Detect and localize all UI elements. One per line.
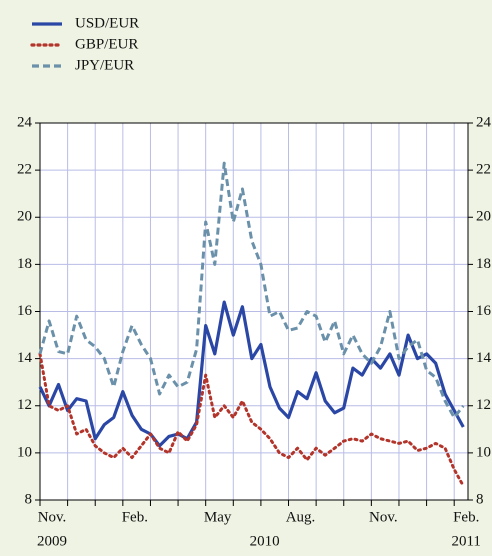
x-year-label: 2009 (37, 533, 67, 549)
x-year-label: 2010 (250, 533, 280, 549)
legend-label: GBP/EUR (75, 36, 138, 52)
y-tick-label: 16 (17, 303, 33, 319)
y2-tick-label: 22 (476, 162, 491, 178)
y2-tick-label: 20 (476, 209, 491, 225)
y2-tick-label: 24 (476, 114, 492, 130)
y-tick-label: 10 (17, 444, 32, 460)
series-line (38, 352, 465, 488)
series-line (38, 161, 465, 419)
y-tick-label: 14 (17, 350, 33, 366)
plot-frame (39, 122, 469, 501)
y2-tick-label: 8 (476, 491, 484, 507)
y-tick-label: 24 (17, 114, 33, 130)
y-tick-label: 22 (17, 162, 32, 178)
y2-tick-label: 18 (476, 256, 491, 272)
y2-tick-label: 16 (476, 303, 492, 319)
x-tick-label: Aug. (286, 509, 316, 525)
x-tick-label: Nov. (369, 509, 398, 525)
legend-label: JPY/EUR (75, 57, 134, 73)
x-tick-label: Nov. (38, 509, 67, 525)
y-tick-label: 20 (17, 209, 32, 225)
legend-label: USD/EUR (75, 15, 139, 31)
y2-tick-label: 14 (476, 350, 492, 366)
y2-tick-label: 12 (476, 397, 491, 413)
y-tick-label: 12 (17, 397, 32, 413)
y-tick-label: 18 (17, 256, 32, 272)
x-tick-label: Feb. (122, 509, 148, 525)
x-year-label: 2011 (451, 533, 480, 549)
y-tick-label: 8 (25, 491, 33, 507)
x-tick-label: Feb. (453, 509, 479, 525)
y2-tick-label: 10 (476, 444, 491, 460)
x-tick-label: May (204, 509, 232, 525)
series-line (38, 300, 465, 448)
